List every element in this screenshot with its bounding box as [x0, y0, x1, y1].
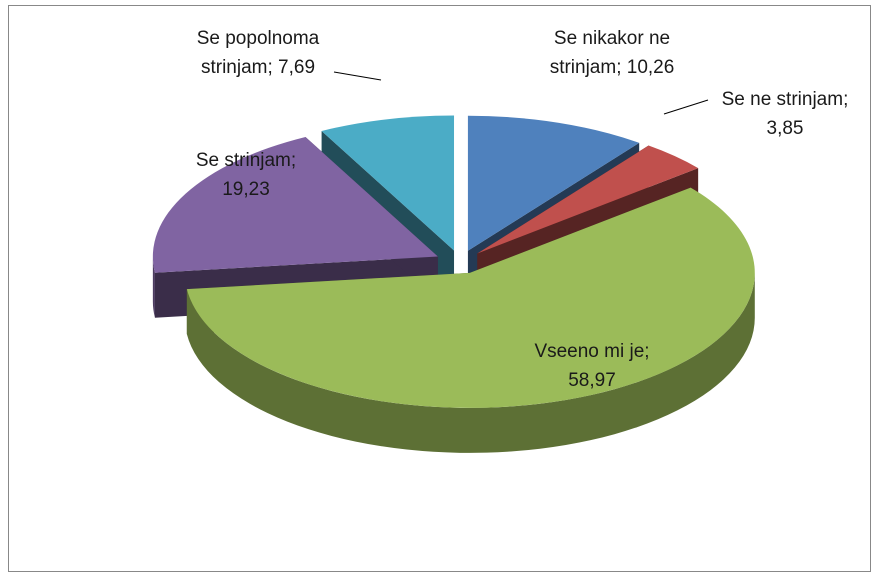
- leader-line: [663, 99, 709, 115]
- pie-slice: [186, 187, 755, 453]
- value-label: 58,97: [568, 370, 616, 391]
- slice-top: [467, 115, 640, 251]
- category-label: Se popolnoma strinjam;: [196, 28, 320, 78]
- data-label: Se strinjam; 19,23: [176, 146, 316, 204]
- value-label: 19,23: [222, 179, 270, 200]
- slice-top: [477, 145, 699, 254]
- data-label: Se popolnoma strinjam; 7,69: [173, 24, 343, 82]
- value-label: 10,26: [626, 57, 675, 78]
- value-label: 3,85: [766, 118, 804, 139]
- category-label: Se ne strinjam;: [721, 89, 849, 110]
- category-label: Se nikakor ne strinjam;: [549, 28, 671, 78]
- leader-line: [333, 71, 382, 81]
- slice-top: [321, 115, 455, 251]
- slice-side: [152, 256, 155, 318]
- data-label: Vseeno mi je; 58,97: [517, 337, 667, 395]
- slice-side: [186, 272, 755, 453]
- category-label: Vseeno mi je;: [534, 341, 650, 362]
- data-label: Se ne strinjam; 3,85: [715, 85, 855, 143]
- slice-top: [186, 187, 755, 408]
- value-label: 7,69: [278, 57, 316, 78]
- data-label: Se nikakor ne strinjam; 10,26: [532, 24, 692, 82]
- category-label: Se strinjam;: [195, 150, 297, 171]
- slice-top: [152, 136, 438, 273]
